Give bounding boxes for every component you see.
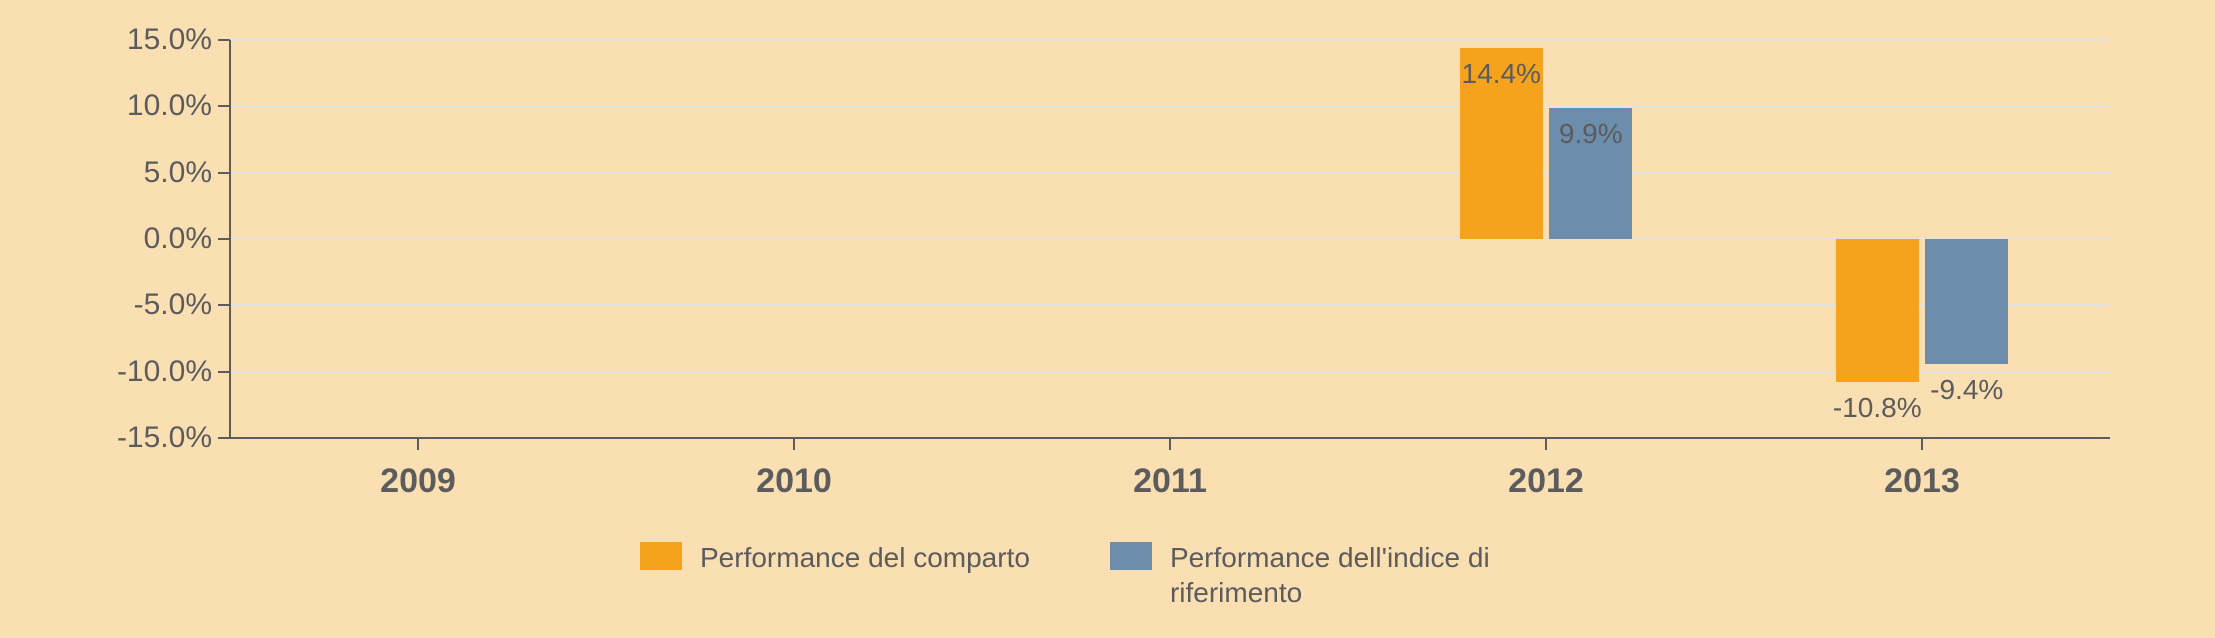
y-axis-label: 10.0%	[127, 89, 230, 123]
x-axis-label: 2009	[380, 438, 456, 501]
gridline	[230, 39, 2110, 41]
bar-benchmark	[1925, 239, 2008, 364]
gridline	[230, 371, 2110, 373]
bar-comparto	[1836, 239, 1919, 382]
legend: Performance del comparto Performance dell…	[640, 540, 1500, 610]
legend-item: Performance del comparto	[640, 540, 1030, 575]
y-axis-label: -10.0%	[117, 355, 230, 389]
x-axis-label: 2012	[1508, 438, 1584, 501]
gridline	[230, 105, 2110, 107]
performance-bar-chart: 15.0% 10.0% 5.0% 0.0% -5.0% -10.0% -15.0% 2009 2…	[0, 0, 2215, 638]
x-axis-label: 2011	[1133, 438, 1207, 501]
legend-swatch	[640, 542, 682, 570]
legend-label: Performance dell'indice di riferimento	[1170, 540, 1500, 610]
y-axis-label: -5.0%	[134, 288, 230, 322]
legend-label: Performance del comparto	[700, 540, 1030, 575]
legend-item: Performance dell'indice di riferimento	[1110, 540, 1500, 610]
bar-value-label: -10.8%	[1833, 392, 1922, 424]
gridline	[230, 238, 2110, 240]
y-axis-label: 15.0%	[127, 23, 230, 57]
y-axis-line	[229, 40, 231, 438]
bar-value-label: 14.4%	[1462, 58, 1541, 90]
legend-swatch	[1110, 542, 1152, 570]
bar-value-label: 9.9%	[1559, 118, 1623, 150]
gridline	[230, 172, 2110, 174]
gridline	[230, 304, 2110, 306]
y-axis-label: -15.0%	[117, 421, 230, 455]
bar-value-label: -9.4%	[1930, 374, 2003, 406]
plot-area: 15.0%10.0%5.0%0.0%-5.0%-10.0%-15.0%20092…	[230, 40, 2110, 438]
y-axis-label: 0.0%	[144, 222, 230, 256]
x-axis-label: 2013	[1884, 438, 1960, 501]
x-axis-label: 2010	[756, 438, 832, 501]
y-axis-label: 5.0%	[144, 156, 230, 190]
